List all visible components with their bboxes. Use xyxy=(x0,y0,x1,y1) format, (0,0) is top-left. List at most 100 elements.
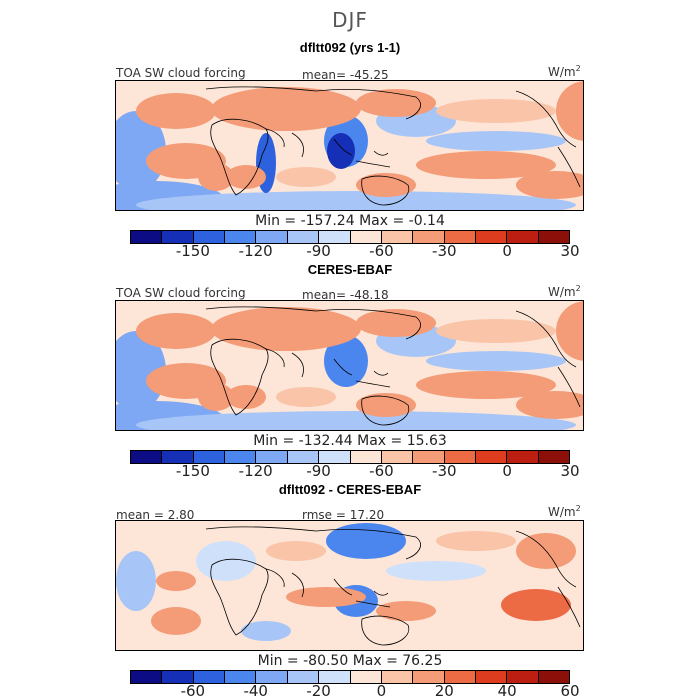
colorbar-swatch xyxy=(225,231,257,243)
colorbar-tick-label: -150 xyxy=(175,242,210,260)
colorbar-swatch xyxy=(444,451,476,463)
contour-region xyxy=(356,393,416,417)
colorbar-tick-label: 0 xyxy=(502,242,512,260)
colorbar-tick-label: 40 xyxy=(497,682,517,700)
contour-region xyxy=(156,571,196,591)
colorbar-tick-label: 30 xyxy=(560,242,580,260)
contour-region xyxy=(324,335,368,387)
panel-2-title: CERES-EBAF xyxy=(307,262,393,277)
colorbar-swatch xyxy=(538,231,570,243)
colorbar-tick-label: -60 xyxy=(369,242,394,260)
contour-region xyxy=(151,607,201,635)
colorbar-swatch xyxy=(256,231,288,243)
colorbar-swatch xyxy=(162,451,194,463)
colorbar-swatch xyxy=(319,231,351,243)
panel-3-rmse-label: rmse = 17.20 xyxy=(302,508,385,522)
colorbar-swatch xyxy=(507,231,539,243)
colorbar-swatch xyxy=(507,451,539,463)
contour-region xyxy=(327,133,355,169)
contour-region xyxy=(136,191,576,210)
coastline xyxy=(205,86,421,120)
contour-region xyxy=(376,601,436,621)
contour-region xyxy=(266,541,326,561)
contour-region xyxy=(198,383,234,411)
colorbar-swatch xyxy=(287,671,320,683)
contour-region xyxy=(286,587,366,607)
coastline xyxy=(333,358,391,388)
panel-2-minmax: Min = -132.44 Max = 15.63 xyxy=(253,433,447,449)
contour-region xyxy=(356,309,436,337)
contour-region xyxy=(426,351,566,371)
colorbar-tick-label: -90 xyxy=(306,242,331,260)
panel-2-units: W/m2 xyxy=(548,284,581,299)
contour-region xyxy=(241,621,291,641)
colorbar-tick-label: -30 xyxy=(432,462,457,480)
colorbar-swatch xyxy=(225,671,257,683)
contour-region xyxy=(211,307,361,351)
contour-region xyxy=(436,531,516,551)
colorbar-tick-label: -150 xyxy=(175,462,210,480)
colorbar-swatch xyxy=(475,671,508,683)
colorbar-swatch xyxy=(507,671,539,683)
colorbar-swatch xyxy=(256,671,288,683)
contour-region xyxy=(386,561,486,581)
panel-1-variable-label: TOA SW cloud forcing xyxy=(116,66,246,80)
colorbar-swatch xyxy=(413,671,445,683)
colorbar-tick-label: 0 xyxy=(502,462,512,480)
contour-region xyxy=(416,371,556,399)
contour-region xyxy=(516,391,583,419)
contour-region xyxy=(136,411,576,430)
panel-1-colorbar xyxy=(130,230,570,244)
panel-3-map xyxy=(115,520,584,651)
contour-region xyxy=(436,99,556,123)
contour-region xyxy=(436,319,556,343)
panel-3-units: W/m2 xyxy=(548,504,581,519)
contour-region xyxy=(416,151,556,179)
colorbar-swatch xyxy=(319,451,351,463)
panel-1-map xyxy=(115,80,584,211)
colorbar-swatch xyxy=(538,451,570,463)
colorbar-swatch xyxy=(319,671,351,683)
colorbar-swatch xyxy=(413,451,445,463)
coastline xyxy=(210,338,269,416)
coastline xyxy=(265,128,304,158)
coastline xyxy=(515,530,581,628)
colorbar-tick-label: -90 xyxy=(306,462,331,480)
contour-region xyxy=(136,313,216,349)
colorbar-swatch xyxy=(381,671,414,683)
colorbar-swatch xyxy=(287,231,320,243)
panel-2-map xyxy=(115,300,584,431)
colorbar-tick-label: -60 xyxy=(369,462,394,480)
contour-region xyxy=(198,163,234,191)
coastline xyxy=(361,175,410,206)
contour-region xyxy=(211,87,361,131)
colorbar-swatch xyxy=(193,671,226,683)
colorbar-tick-label: -40 xyxy=(243,682,268,700)
contour-region xyxy=(226,385,266,409)
colorbar-tick-label: 20 xyxy=(434,682,454,700)
colorbar-swatch xyxy=(538,671,570,683)
colorbar-swatch xyxy=(193,451,226,463)
panel-3-title: dfltt092 - CERES-EBAF xyxy=(278,482,422,497)
colorbar-swatch xyxy=(131,231,163,243)
contour-region xyxy=(276,387,336,407)
panel-2-variable-label: TOA SW cloud forcing xyxy=(116,286,246,300)
panel-3-minmax: Min = -80.50 Max = 76.25 xyxy=(257,653,443,669)
coastline xyxy=(205,526,421,560)
colorbar-swatch xyxy=(193,231,226,243)
colorbar-swatch xyxy=(131,451,163,463)
colorbar-tick-label: -30 xyxy=(432,242,457,260)
contour-region xyxy=(116,551,156,611)
panel-1-minmax: Min = -157.24 Max = -0.14 xyxy=(255,213,445,229)
colorbar-swatch xyxy=(381,451,414,463)
colorbar-swatch xyxy=(131,671,163,683)
colorbar-swatch xyxy=(350,671,382,683)
colorbar-swatch xyxy=(350,451,382,463)
contour-region xyxy=(326,523,406,559)
coastline xyxy=(361,395,410,426)
season-title: DJF xyxy=(332,8,368,32)
colorbar-tick-label: -120 xyxy=(238,242,273,260)
panel-3-colorbar xyxy=(130,670,570,684)
coastline xyxy=(333,578,391,608)
contour-region xyxy=(276,167,336,187)
